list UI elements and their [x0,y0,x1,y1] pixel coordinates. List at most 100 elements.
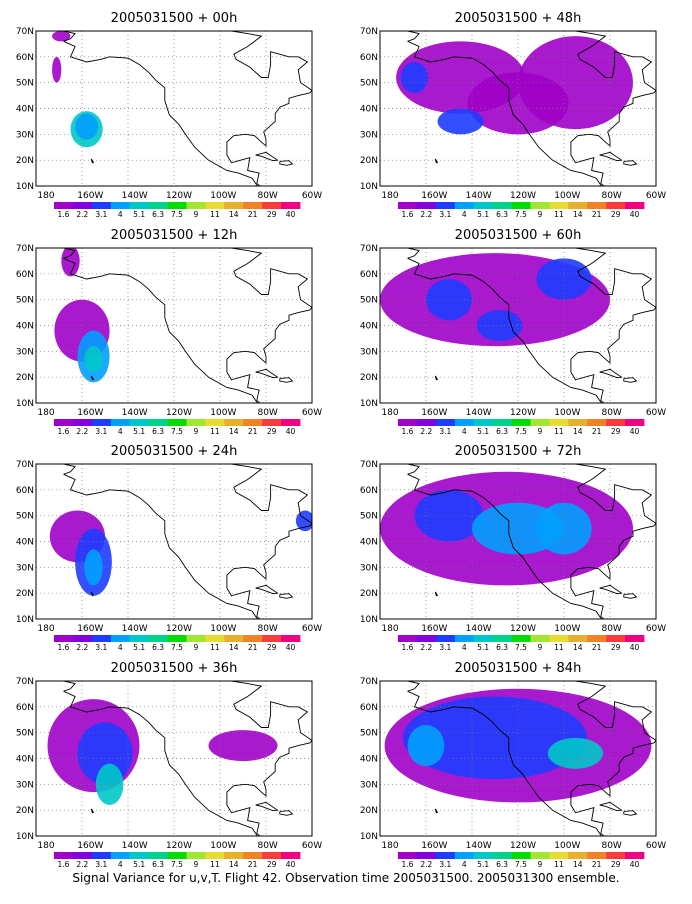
coastline [63,248,76,259]
colorbar-swatch [530,202,550,209]
colorbar-swatch [186,852,206,859]
colorbar-label: 6.3 [152,210,164,219]
colorbar-label: 1.6 [57,643,69,652]
colorbar-label: 7.5 [515,210,527,219]
colorbar-label: 21 [592,860,602,869]
variance-contour [476,310,523,341]
colorbar-label: 4 [462,860,467,869]
lat-tick-label: 30N [360,347,378,357]
colorbar-label: 9 [194,210,199,219]
coastline [570,740,656,836]
caption: Signal Variance for u,v,T. Flight 42. Ob… [72,871,620,885]
coastline [407,31,420,42]
lat-tick-label: 20N [16,373,34,383]
lat-tick-label: 30N [16,130,34,140]
lat-tick-label: 70N [16,244,34,254]
coastline [90,591,95,597]
colorbar-swatch [435,419,456,426]
colorbar-swatch [224,419,244,426]
lat-tick-label: 40N [16,755,34,765]
colorbar-label: 9 [538,427,543,436]
panel-title: 2005031500 + 72h [455,444,582,459]
coastline [90,375,95,381]
map-panel: 2005031500 + 72h 70N 60N 50N 40N 30N 20N 10N180… [360,444,666,652]
lon-tick-label: 160W [77,624,103,634]
colorbar: 1.6 2.2 3.1 4 5.1 6.3 7.5 9 11 14 21 29 40 [54,202,301,219]
colorbar-swatch [110,202,131,209]
colorbar-label: 6.3 [496,860,508,869]
colorbar: 1.6 2.2 3.1 4 5.1 6.3 7.5 9 11 14 21 29 40 [54,852,301,869]
map-frame [379,680,657,837]
coastline [63,40,258,186]
lon-tick-label: 100W [210,191,236,201]
colorbar-swatch [492,202,512,209]
lat-tick-label: 20N [16,156,34,166]
colorbar-label: 2.2 [420,643,432,652]
coastline [570,523,656,619]
variance-contour [400,62,429,93]
map-background [36,31,312,186]
lat-tick-label: 30N [360,563,378,573]
colorbar-swatch [205,419,225,426]
colorbar: 1.6 2.2 3.1 4 5.1 6.3 7.5 9 11 14 21 29 40 [54,419,301,436]
colorbar-label: 11 [554,643,564,652]
variance-contour [208,730,278,762]
coastlines [407,248,656,403]
colorbar-swatch [587,635,607,642]
colorbar-label: 11 [554,210,564,219]
variance-contour [95,763,124,805]
colorbar: 1.6 2.2 3.1 4 5.1 6.3 7.5 9 11 14 21 29 40 [398,635,645,652]
colorbar-swatch [91,852,112,859]
coastline [255,368,279,379]
map-frame [35,30,313,187]
coastline [231,464,312,524]
lat-tick-label: 70N [16,27,34,37]
lat-tick-label: 50N [16,729,34,739]
lon-tick-label: 140W [122,624,148,634]
lon-tick-label: 100W [554,841,580,851]
colorbar-label: 9 [538,643,543,652]
lon-tick-label: 120W [166,408,192,418]
colorbar-swatch [205,852,225,859]
lat-tick-label: 40N [16,105,34,115]
colorbar-swatch [186,202,206,209]
lon-tick-label: 100W [210,624,236,634]
colorbar-swatch [72,419,93,426]
colorbar: 1.6 2.2 3.1 4 5.1 6.3 7.5 9 11 14 21 29 40 [398,202,645,219]
coastlines [407,464,656,619]
colorbar-label: 7.5 [171,643,183,652]
lon-tick-label: 180 [37,624,54,634]
colorbar-swatch [511,419,531,426]
lat-tick-label: 50N [360,296,378,306]
lat-tick-label: 10N [16,182,34,192]
lat-tick-label: 70N [16,460,34,470]
variance-shading [52,31,103,148]
colorbar-swatch [549,202,569,209]
colorbar-label: 1.6 [57,210,69,219]
coastline [623,377,638,383]
lon-tick-label: 120W [166,841,192,851]
variance-contour [84,346,103,373]
colorbar-label: 11 [210,427,220,436]
colorbar-label: 2.2 [76,210,88,219]
lat-tick-label: 20N [360,156,378,166]
colorbar-label: 4 [118,643,123,652]
lon-tick-label: 180 [37,408,54,418]
panel-title: 2005031500 + 36h [111,661,238,676]
colorbar-label: 40 [630,210,640,219]
coastlines [63,31,312,186]
colorbar-label: 21 [592,427,602,436]
colorbar-swatch [281,635,301,642]
colorbar-label: 40 [286,643,296,652]
lat-tick-label: 20N [16,806,34,816]
lat-tick-label: 30N [360,130,378,140]
lat-tick-label: 40N [16,538,34,548]
variance-shading [54,248,110,383]
coastline [575,31,656,91]
colorbar-label: 14 [229,210,239,219]
lat-tick-label: 50N [360,729,378,739]
variance-contour [52,56,62,83]
colorbar-label: 40 [630,643,640,652]
lat-tick-label: 60N [16,270,34,280]
